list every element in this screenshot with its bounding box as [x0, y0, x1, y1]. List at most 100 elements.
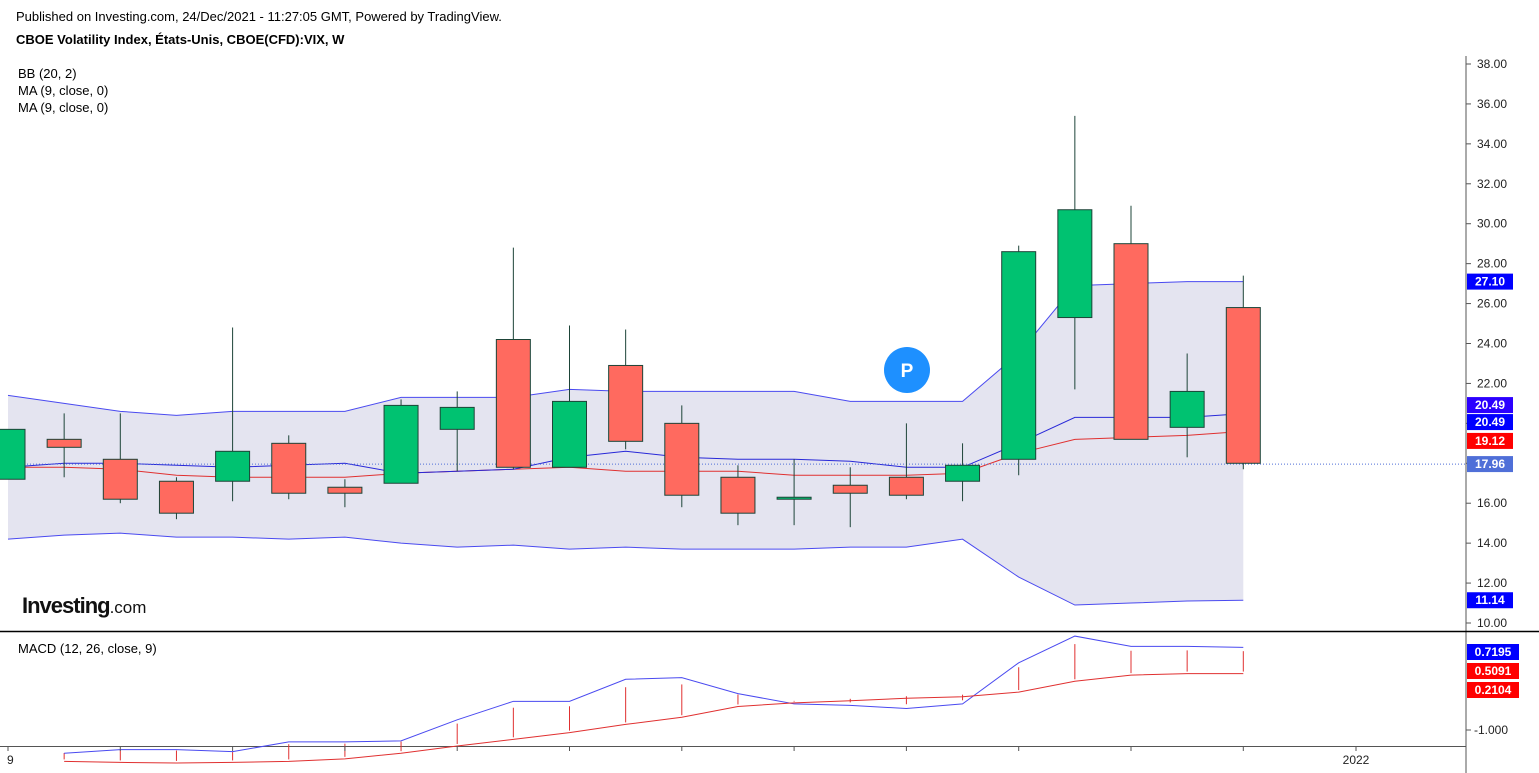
candle-7 [327, 479, 363, 508]
macd-badge-text: 0.5091 [1475, 664, 1512, 678]
moving-average-red-line [8, 430, 1244, 478]
macd-badge-text: 0.7195 [1475, 645, 1512, 659]
pivot-marker-label: P [901, 361, 914, 382]
candle-5 [215, 327, 251, 502]
published-note: Published on Investing.com, 24/Dec/2021 … [16, 9, 502, 24]
candle-16 [832, 467, 868, 528]
candle-4 [158, 477, 194, 520]
price-badge-text: 17.96 [1475, 457, 1505, 471]
macd-line [64, 635, 1244, 754]
candle-body [102, 458, 138, 500]
y-tick-label: 36.00 [1477, 97, 1507, 111]
moving-average-blue-line [7, 413, 1244, 474]
candle-body [664, 422, 700, 496]
candle-body [158, 480, 194, 514]
candle-6 [271, 435, 307, 500]
investing-logo: Investing.com [22, 593, 146, 619]
candle-20 [1057, 115, 1093, 390]
x-tick-label: 2022 [1343, 753, 1370, 767]
y-tick-label: 38.00 [1477, 57, 1507, 71]
macd-badge-bg [1467, 663, 1519, 679]
x-tick-label: 9 [7, 753, 14, 767]
candle-11 [552, 325, 587, 468]
macd-badge-bg [1467, 682, 1519, 698]
price-badge-text: 20.49 [1475, 398, 1505, 412]
price-badge-text: 11.14 [1475, 593, 1505, 607]
price-badge: 27.10 [1467, 273, 1513, 290]
logo-main: Investing [22, 593, 111, 618]
price-badge-bg [1467, 414, 1513, 431]
candle-23 [1225, 275, 1261, 470]
candle-body [888, 476, 924, 496]
candle-body [608, 364, 644, 442]
macd-badge: 0.5091 [1467, 663, 1519, 679]
candle-body [0, 428, 26, 480]
y-tick-label: 24.00 [1477, 337, 1507, 351]
candle-body [552, 400, 587, 468]
candle-body [720, 476, 756, 514]
candle-body [1057, 209, 1093, 319]
logo-suffix: .com [109, 598, 147, 617]
macd-tick-label: -1.000 [1474, 723, 1508, 737]
y-tick-label: 22.00 [1477, 376, 1507, 390]
pivot-marker[interactable]: P [884, 347, 930, 393]
candle-body [1169, 390, 1205, 428]
candle-body [215, 450, 251, 482]
candle-body [776, 496, 812, 500]
pivot-marker-circle [884, 347, 930, 393]
candle-8 [383, 399, 419, 484]
candle-9 [439, 391, 475, 472]
y-tick-label: 28.00 [1477, 257, 1507, 271]
candle-14 [720, 465, 756, 526]
price-badge-text: 20.49 [1475, 415, 1505, 429]
candle-body [495, 339, 531, 468]
candle-19 [1001, 245, 1037, 476]
candle-15 [776, 459, 812, 526]
candle-22 [1169, 353, 1205, 458]
candle-body [1225, 307, 1261, 464]
price-badge-text: 19.12 [1475, 434, 1505, 448]
candle-body [271, 442, 307, 494]
macd-badge: 0.2104 [1467, 682, 1519, 698]
bollinger-lower-line [7, 532, 1244, 606]
candle-18 [945, 443, 981, 502]
y-tick-label: 34.00 [1477, 137, 1507, 151]
candle-body [1001, 251, 1037, 460]
candle-body [327, 486, 363, 494]
y-tick-label: 30.00 [1477, 217, 1507, 231]
candle-body [46, 438, 82, 448]
price-badge-bg [1467, 592, 1513, 609]
chart-title: CBOE Volatility Index, États-Unis, CBOE(… [16, 32, 345, 47]
y-tick-label: 32.00 [1477, 177, 1507, 191]
indicator-ma-label-2[interactable]: MA (9, close, 0) [18, 100, 109, 115]
candle-body [945, 464, 981, 482]
y-tick-label: 16.00 [1477, 496, 1507, 510]
candle-17 [888, 423, 924, 500]
candle-body [1113, 243, 1149, 440]
indicator-ma-label[interactable]: MA (9, close, 0) [18, 83, 109, 98]
indicator-bollinger-label[interactable]: BB (20, 2) [18, 66, 77, 81]
candle-3 [102, 413, 138, 504]
price-badge-bg [1467, 397, 1513, 414]
y-tick-label: 12.00 [1477, 576, 1507, 590]
candle-body [439, 406, 475, 430]
macd-signal-line [64, 673, 1244, 764]
price-badge: 11.14 [1467, 592, 1513, 609]
price-badge: 20.49 [1467, 414, 1513, 431]
candle-10 [495, 247, 531, 470]
macd-badge: 0.7195 [1467, 644, 1519, 660]
macd-badge-bg [1467, 644, 1519, 660]
candle-13 [664, 405, 700, 508]
candle-2 [46, 413, 82, 478]
macd-indicator-label[interactable]: MACD (12, 26, close, 9) [18, 641, 157, 656]
candle-21 [1113, 205, 1149, 440]
price-badge-bg [1467, 456, 1513, 473]
price-badge: 20.49 [1467, 397, 1513, 414]
price-badge-bg [1467, 432, 1513, 449]
candle-body [383, 404, 419, 484]
candle-body [832, 484, 868, 494]
candle-12 [608, 329, 644, 450]
price-badge: 17.96 [1467, 456, 1513, 473]
candle-1 [0, 428, 26, 480]
